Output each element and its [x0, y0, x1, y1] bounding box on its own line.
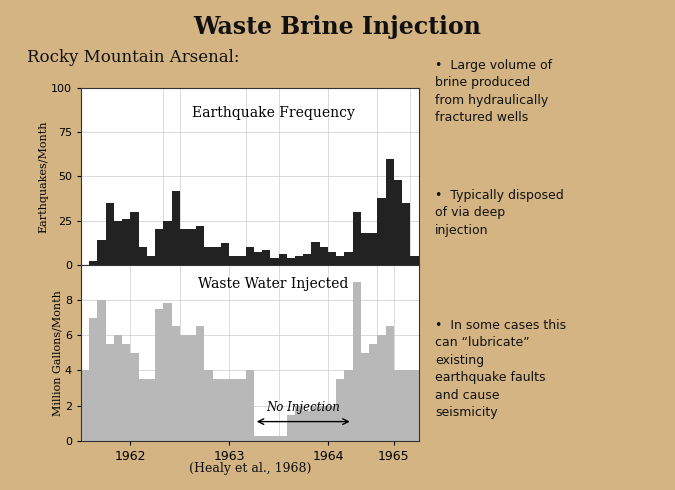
Bar [106, 344, 114, 441]
Bar [163, 303, 171, 441]
Bar [163, 220, 171, 265]
Bar [254, 252, 262, 265]
Bar [361, 233, 369, 265]
Bar [352, 212, 361, 265]
Bar [377, 197, 385, 265]
Bar [279, 254, 287, 265]
Bar [188, 335, 196, 441]
Bar [180, 335, 188, 441]
Bar [196, 326, 205, 441]
Text: Earthquake Frequency: Earthquake Frequency [192, 106, 355, 120]
Bar [262, 250, 270, 265]
Bar [303, 411, 311, 441]
Text: Waste Water Injected: Waste Water Injected [198, 277, 348, 291]
Text: No Injection: No Injection [267, 401, 340, 414]
Bar [221, 379, 230, 441]
Bar [180, 229, 188, 265]
Bar [130, 353, 138, 441]
Bar [410, 370, 418, 441]
Bar [385, 326, 394, 441]
Bar [122, 344, 130, 441]
Bar [402, 370, 410, 441]
Bar [295, 406, 303, 441]
Bar [171, 326, 180, 441]
Bar [147, 256, 155, 265]
Bar [114, 335, 122, 441]
Bar [230, 379, 238, 441]
Bar [254, 436, 262, 441]
Bar [171, 191, 180, 265]
Bar [246, 370, 254, 441]
Bar [138, 379, 147, 441]
Bar [311, 242, 320, 265]
Text: Waste Brine Injection: Waste Brine Injection [194, 15, 481, 39]
Bar [328, 252, 336, 265]
Bar [270, 436, 279, 441]
Bar [279, 436, 287, 441]
Bar [97, 300, 106, 441]
Y-axis label: Earthquakes/Month: Earthquakes/Month [38, 120, 48, 233]
Bar [287, 258, 295, 265]
Bar [246, 247, 254, 265]
Bar [295, 256, 303, 265]
Bar [369, 233, 377, 265]
Bar [344, 370, 352, 441]
Bar [122, 219, 130, 265]
Text: •  Large volume of
brine produced
from hydraulically
fractured wells: • Large volume of brine produced from hy… [435, 59, 553, 124]
Bar [188, 229, 196, 265]
Bar [106, 203, 114, 265]
Bar [130, 212, 138, 265]
Bar [410, 256, 418, 265]
Text: •  Typically disposed
of via deep
injection: • Typically disposed of via deep injecti… [435, 189, 564, 237]
Bar [155, 309, 163, 441]
Bar [238, 379, 246, 441]
Y-axis label: Million Gallons/Month: Million Gallons/Month [52, 290, 62, 416]
Bar [287, 415, 295, 441]
Bar [205, 247, 213, 265]
Bar [230, 256, 238, 265]
Bar [394, 180, 402, 265]
Bar [344, 252, 352, 265]
Bar [196, 226, 205, 265]
Bar [377, 335, 385, 441]
Bar [361, 353, 369, 441]
Bar [89, 261, 97, 265]
Bar [402, 203, 410, 265]
Bar [385, 159, 394, 265]
Bar [89, 318, 97, 441]
Bar [270, 258, 279, 265]
Bar [336, 256, 344, 265]
Bar [138, 247, 147, 265]
Bar [155, 229, 163, 265]
Bar [328, 406, 336, 441]
Bar [262, 436, 270, 441]
Bar [320, 247, 328, 265]
Text: (Healy et al., 1968): (Healy et al., 1968) [188, 462, 311, 475]
Bar [97, 240, 106, 265]
Bar [238, 256, 246, 265]
Bar [213, 247, 221, 265]
Bar [303, 254, 311, 265]
Bar [221, 244, 230, 265]
Bar [81, 370, 89, 441]
Bar [114, 220, 122, 265]
Bar [394, 370, 402, 441]
Bar [213, 379, 221, 441]
Text: •  In some cases this
can “lubricate”
existing
earthquake faults
and cause
seism: • In some cases this can “lubricate” exi… [435, 318, 566, 419]
Bar [147, 379, 155, 441]
Bar [205, 370, 213, 441]
Bar [311, 406, 320, 441]
Bar [336, 379, 344, 441]
Bar [320, 406, 328, 441]
Bar [352, 282, 361, 441]
Bar [369, 344, 377, 441]
Text: Rocky Mountain Arsenal:: Rocky Mountain Arsenal: [27, 49, 240, 66]
